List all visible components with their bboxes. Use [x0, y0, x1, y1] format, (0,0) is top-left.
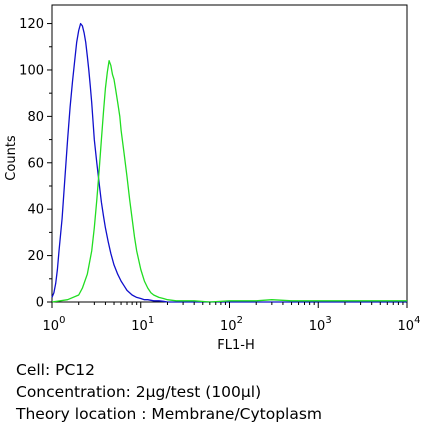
plot-frame: [51, 4, 408, 303]
y-tick-label: 0: [36, 296, 44, 311]
x-tick-label-base: 10: [220, 319, 237, 334]
x-tick-label-base: 10: [43, 319, 60, 334]
caption-cell: Cell: PC12: [16, 361, 96, 379]
x-tick-label: 103: [309, 315, 332, 334]
x-tick-label: 104: [398, 315, 421, 334]
y-tick-label: 40: [27, 203, 44, 218]
x-tick-label-base: 10: [398, 319, 415, 334]
y-tick-label: 60: [27, 156, 44, 171]
x-tick-label-base: 10: [131, 319, 148, 334]
x-tick-label-exponent: 2: [237, 315, 243, 326]
x-tick-label: 102: [220, 315, 243, 334]
plot-border: [51, 4, 408, 303]
histogram-series-1: [51, 22, 407, 303]
x-axis-ticks: 100 101 102 103 104: [43, 302, 421, 334]
x-tick-label: 101: [131, 315, 154, 334]
y-tick-label: 120: [19, 17, 44, 32]
x-axis-title: FL1-H: [217, 338, 254, 353]
caption-location: Theory location : Membrane/Cytoplasm: [16, 405, 323, 423]
x-tick-label-exponent: 1: [148, 315, 154, 326]
histogram-series-2: [51, 60, 407, 303]
y-tick-label: 100: [19, 63, 44, 78]
x-tick-label-exponent: 0: [59, 315, 65, 326]
y-axis-title: Counts: [4, 135, 19, 181]
series-layer: [51, 22, 407, 303]
y-tick-label: 80: [27, 110, 44, 125]
x-tick-label: 100: [43, 315, 66, 334]
x-tick-label-exponent: 4: [414, 315, 420, 326]
caption-concentration: Concentration: 2µg/test (100µl): [16, 383, 262, 401]
x-tick-label-exponent: 3: [325, 315, 331, 326]
y-axis-ticks: 0 20 40 60 80 100 120: [19, 17, 52, 311]
x-tick-label-base: 10: [309, 319, 326, 334]
y-tick-label: 20: [27, 249, 44, 264]
